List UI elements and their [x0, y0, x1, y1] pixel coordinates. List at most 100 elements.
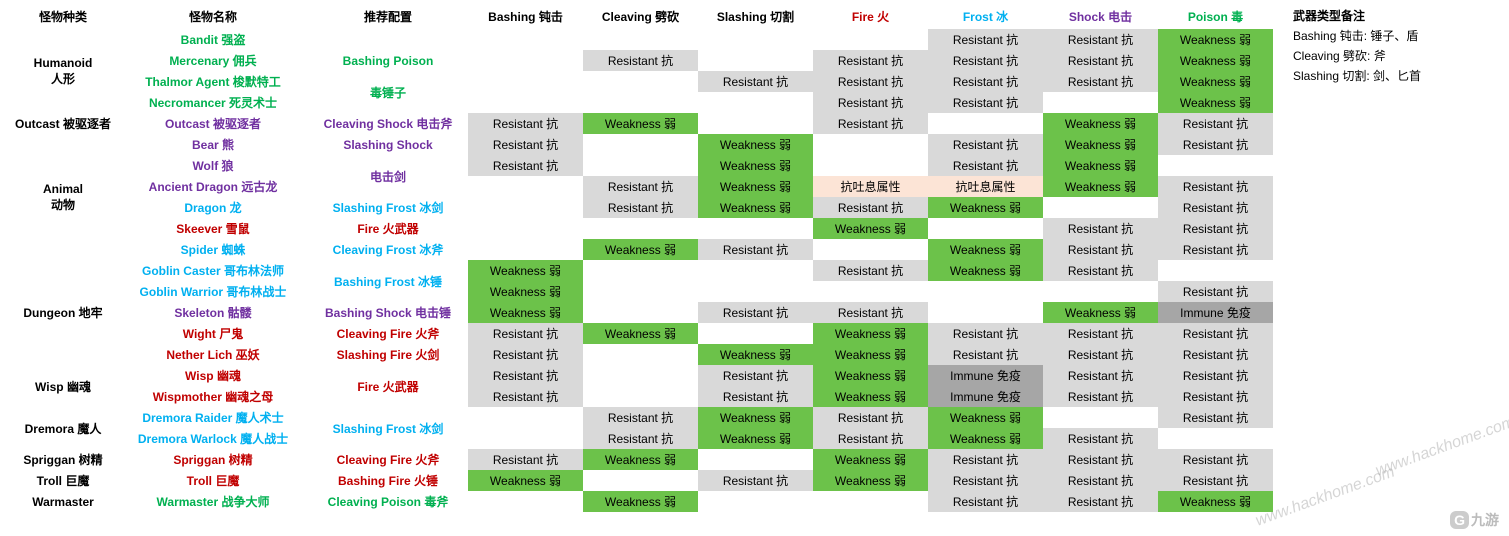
damage-cell: Weakness 弱 [468, 302, 583, 323]
damage-cell: Resistant 抗 [1158, 134, 1273, 155]
damage-cell: Weakness 弱 [468, 260, 583, 281]
damage-cell [583, 344, 698, 365]
table-row: Skeever 雪鼠Fire 火武器Weakness 弱Resistant 抗R… [8, 218, 1273, 239]
damage-cell: Weakness 弱 [468, 470, 583, 491]
damage-cell [698, 323, 813, 344]
recommended-cell: Cleaving Fire 火斧 [308, 449, 468, 470]
damage-cell: Weakness 弱 [583, 323, 698, 344]
table-row: Humanoid人形Bandit 强盗Resistant 抗Resistant … [8, 29, 1273, 50]
damage-cell: Resistant 抗 [1043, 29, 1158, 50]
damage-cell: Weakness 弱 [698, 134, 813, 155]
table-header-row: 怪物种类怪物名称推荐配置Bashing 钝击Cleaving 劈砍Slashin… [8, 4, 1273, 29]
damage-cell [468, 218, 583, 239]
table-row: Spriggan 树精Spriggan 树精Cleaving Fire 火斧Re… [8, 449, 1273, 470]
monster-name-cell: Dremora Raider 魔人术士 [118, 407, 308, 428]
damage-cell [583, 470, 698, 491]
damage-cell: Resistant 抗 [1043, 491, 1158, 512]
monster-name-cell: Goblin Caster 哥布林法师 [118, 260, 308, 281]
damage-cell: Resistant 抗 [813, 407, 928, 428]
damage-cell: Resistant 抗 [468, 365, 583, 386]
damage-cell: Resistant 抗 [928, 134, 1043, 155]
monster-name-cell: Wight 尸鬼 [118, 323, 308, 344]
damage-cell [698, 29, 813, 50]
damage-cell: Resistant 抗 [1043, 386, 1158, 407]
damage-cell [583, 386, 698, 407]
damage-cell: Resistant 抗 [468, 344, 583, 365]
damage-cell [583, 281, 698, 302]
damage-cell: Weakness 弱 [1043, 176, 1158, 197]
table-row: Wight 尸鬼Cleaving Fire 火斧Resistant 抗Weakn… [8, 323, 1273, 344]
damage-cell: Weakness 弱 [813, 218, 928, 239]
damage-cell: Resistant 抗 [698, 470, 813, 491]
table-row: Necromancer 死灵术士Resistant 抗Resistant 抗We… [8, 92, 1273, 113]
damage-cell: Resistant 抗 [813, 197, 928, 218]
damage-cell [583, 155, 698, 176]
monster-name-cell: Goblin Warrior 哥布林战士 [118, 281, 308, 302]
recommended-cell: Slashing Frost 冰剑 [308, 197, 468, 218]
damage-cell [468, 407, 583, 428]
recommended-cell: Cleaving Fire 火斧 [308, 323, 468, 344]
table-row: Thalmor Agent 梭默特工毒锤子Resistant 抗Resistan… [8, 71, 1273, 92]
damage-cell: Weakness 弱 [468, 281, 583, 302]
recommended-cell: Bashing Fire 火锤 [308, 470, 468, 491]
recommended-cell: 电击剑 [308, 155, 468, 197]
damage-cell: Resistant 抗 [1043, 218, 1158, 239]
damage-cell: Resistant 抗 [1158, 281, 1273, 302]
damage-cell [698, 50, 813, 71]
notes-title: 武器类型备注 [1293, 6, 1421, 26]
damage-cell: Resistant 抗 [1158, 323, 1273, 344]
damage-cell: Resistant 抗 [583, 197, 698, 218]
damage-cell: Weakness 弱 [928, 260, 1043, 281]
damage-cell [583, 365, 698, 386]
damage-cell: Resistant 抗 [698, 365, 813, 386]
damage-cell: Weakness 弱 [1158, 491, 1273, 512]
damage-cell: Immune 免疫 [928, 365, 1043, 386]
damage-cell: Resistant 抗 [468, 323, 583, 344]
damage-cell: Resistant 抗 [928, 29, 1043, 50]
damage-cell: Resistant 抗 [813, 92, 928, 113]
damage-cell: Resistant 抗 [1158, 449, 1273, 470]
header-cleaving: Cleaving 劈砍 [583, 4, 698, 29]
note-line: Slashing 切割: 剑、匕首 [1293, 66, 1421, 86]
header-rec: 推荐配置 [308, 4, 468, 29]
damage-cell: 抗吐息属性 [928, 176, 1043, 197]
damage-cell: Resistant 抗 [1158, 407, 1273, 428]
damage-cell [468, 197, 583, 218]
damage-cell: Resistant 抗 [928, 323, 1043, 344]
damage-cell: Resistant 抗 [928, 470, 1043, 491]
table-row: Troll 巨魔Troll 巨魔Bashing Fire 火锤Weakness … [8, 470, 1273, 491]
damage-cell [583, 71, 698, 92]
table-row: Animal动物Bear 熊Slashing ShockResistant 抗W… [8, 134, 1273, 155]
damage-cell: Resistant 抗 [698, 302, 813, 323]
table-row: Skeleton 骷髅Bashing Shock 电击锤Weakness 弱Re… [8, 302, 1273, 323]
damage-cell: Resistant 抗 [813, 302, 928, 323]
monster-name-cell: Bear 熊 [118, 134, 308, 155]
monster-name-cell: Ancient Dragon 远古龙 [118, 176, 308, 197]
damage-cell [928, 113, 1043, 134]
recommended-cell [308, 29, 468, 50]
damage-cell [813, 281, 928, 302]
damage-cell: Weakness 弱 [698, 428, 813, 449]
damage-cell: Weakness 弱 [1158, 29, 1273, 50]
damage-cell: Weakness 弱 [583, 113, 698, 134]
monster-name-cell: Troll 巨魔 [118, 470, 308, 491]
damage-cell: Resistant 抗 [928, 50, 1043, 71]
table-row: Wolf 狼电击剑Resistant 抗Weakness 弱Resistant … [8, 155, 1273, 176]
damage-cell [1043, 92, 1158, 113]
damage-cell: Resistant 抗 [468, 155, 583, 176]
monster-name-cell: Wisp 幽魂 [118, 365, 308, 386]
damage-cell [1158, 155, 1273, 176]
damage-cell: Weakness 弱 [1158, 71, 1273, 92]
monster-name-cell: Spider 蜘蛛 [118, 239, 308, 260]
damage-cell: Resistant 抗 [813, 260, 928, 281]
damage-cell: Resistant 抗 [928, 344, 1043, 365]
damage-cell [1158, 260, 1273, 281]
damage-cell: Resistant 抗 [468, 386, 583, 407]
monster-name-cell: Mercenary 佣兵 [118, 50, 308, 71]
damage-cell [1043, 197, 1158, 218]
damage-cell [698, 92, 813, 113]
header-name: 怪物名称 [118, 4, 308, 29]
monster-name-cell: Wolf 狼 [118, 155, 308, 176]
damage-cell: Resistant 抗 [468, 113, 583, 134]
table-row: Wisp 幽魂Wisp 幽魂Fire 火武器Resistant 抗Resista… [8, 365, 1273, 386]
